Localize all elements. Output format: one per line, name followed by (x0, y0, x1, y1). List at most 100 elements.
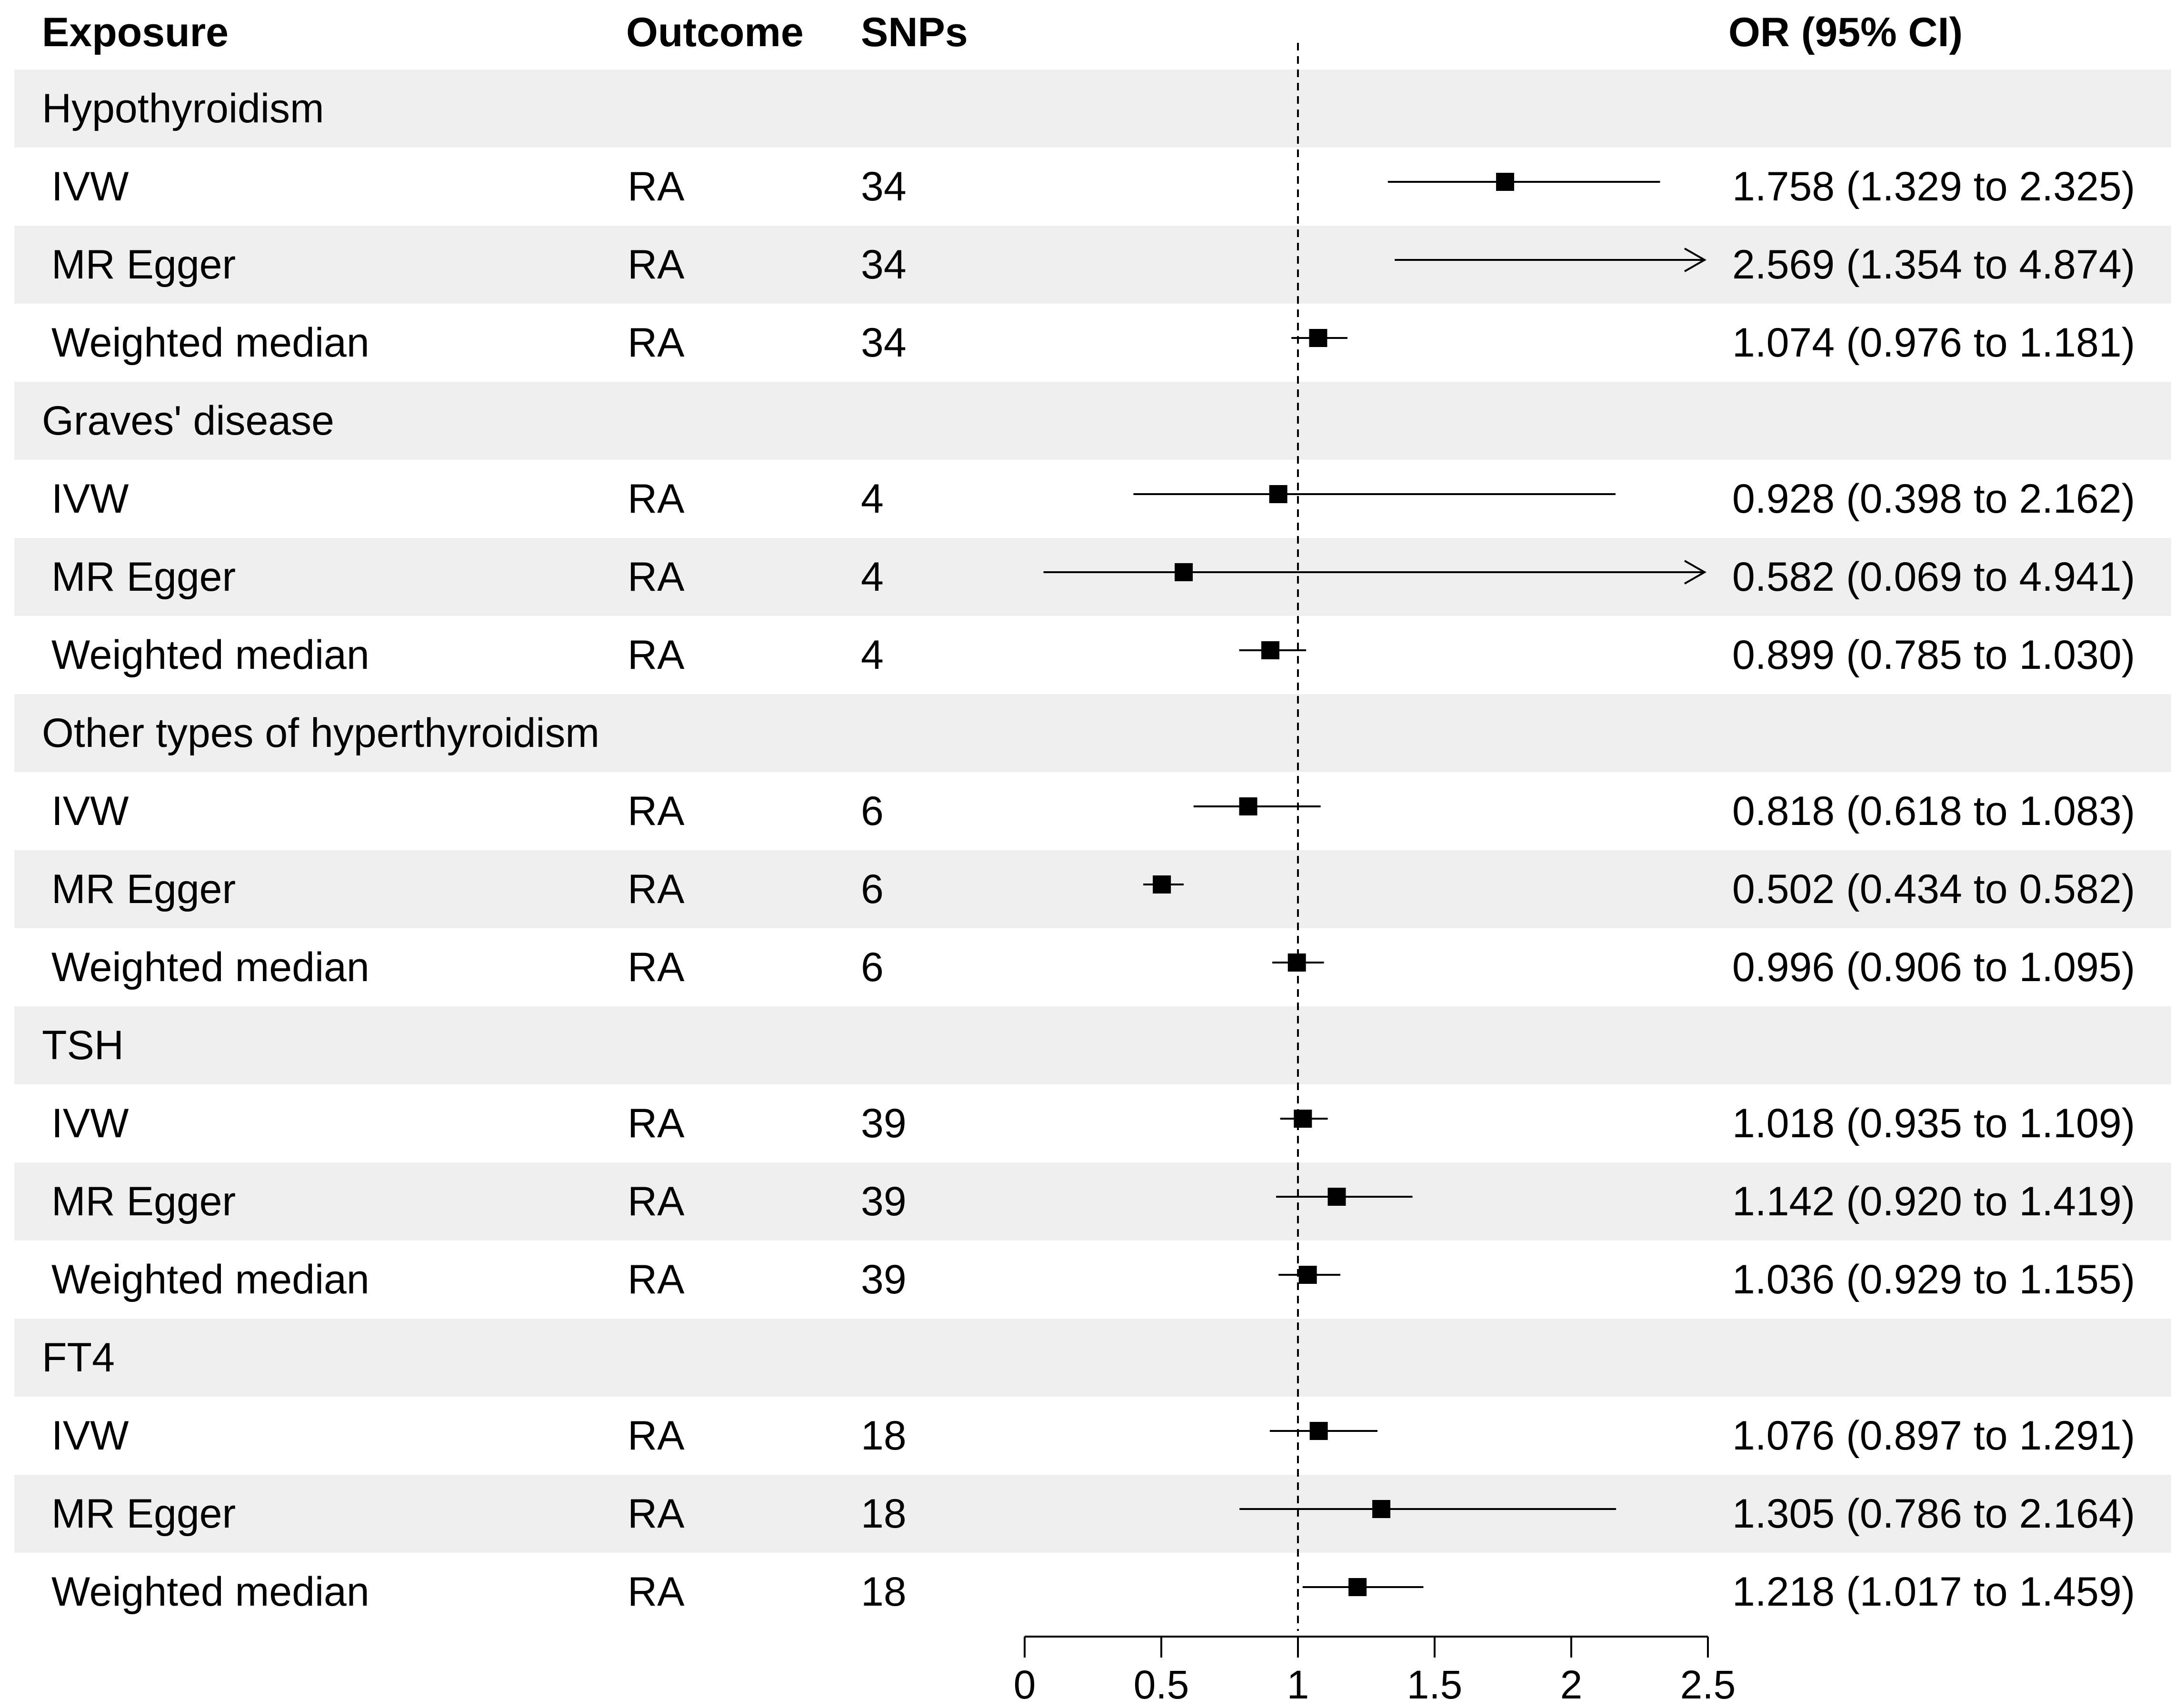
or-ci-cell: 1.074 (0.976 to 1.181) (1732, 320, 2135, 366)
table-row: MR Egger RA 34 2.569 (1.354 to 4.874) (14, 226, 2171, 304)
snps-cell: 18 (861, 1569, 907, 1615)
point-estimate-marker (1348, 1578, 1367, 1596)
exposure-group-label: FT4 (42, 1335, 115, 1380)
table-row: MR Egger RA 39 1.142 (0.920 to 1.419) (14, 1162, 2171, 1241)
exposure-group-label: TSH (42, 1023, 124, 1068)
method-label: IVW (51, 788, 129, 834)
outcome-cell: RA (628, 944, 685, 990)
ci-arrow-marker (1684, 248, 1707, 272)
point-estimate-marker (1261, 641, 1280, 659)
outcome-cell: RA (628, 554, 685, 600)
outcome-cell: RA (628, 1413, 685, 1459)
point-estimate-marker (1269, 485, 1287, 503)
method-label: MR Egger (51, 1491, 236, 1537)
table-row: IVW RA 18 1.076 (0.897 to 1.291) (14, 1397, 2171, 1475)
method-label: Weighted median (51, 1569, 369, 1615)
or-ci-cell: 1.218 (1.017 to 1.459) (1732, 1569, 2135, 1615)
table-row: Weighted median RA 6 0.996 (0.906 to 1.095) (14, 928, 2171, 1006)
outcome-cell: RA (628, 1101, 685, 1146)
or-ci-cell: 1.758 (1.329 to 2.325) (1732, 164, 2135, 209)
or-ci-cell: 0.928 (0.398 to 2.162) (1732, 476, 2135, 522)
method-label: Weighted median (51, 320, 369, 366)
method-label: MR Egger (51, 554, 236, 600)
snps-cell: 39 (861, 1179, 907, 1224)
x-tick-label: 1 (1287, 1662, 1309, 1707)
or-ci-cell: 0.502 (0.434 to 0.582) (1732, 866, 2135, 912)
outcome-cell: RA (628, 320, 685, 366)
snps-cell: 6 (861, 866, 884, 912)
point-estimate-marker (1496, 173, 1515, 191)
method-label: MR Egger (51, 866, 236, 912)
x-tick-label: 0.5 (1134, 1662, 1189, 1707)
method-label: IVW (51, 1413, 129, 1459)
method-label: IVW (51, 476, 129, 522)
table-row: Weighted median RA 4 0.899 (0.785 to 1.030) (14, 616, 2171, 694)
table-row: Weighted median RA 39 1.036 (0.929 to 1.155… (14, 1241, 2171, 1319)
point-estimate-marker (1153, 875, 1171, 894)
outcome-cell: RA (628, 1179, 685, 1224)
x-tick-label: 1.5 (1407, 1662, 1463, 1707)
point-estimate-marker (1239, 797, 1257, 815)
outcome-cell: RA (628, 476, 685, 522)
x-tick-label: 0 (1014, 1662, 1036, 1707)
table-row: Weighted median RA 34 1.074 (0.976 to 1.181… (14, 304, 2171, 382)
group-row: Other types of hyperthyroidism (14, 694, 2171, 772)
point-estimate-marker (1287, 953, 1306, 972)
point-estimate-marker (1327, 1188, 1346, 1206)
snps-cell: 6 (861, 944, 884, 990)
table-row: MR Egger RA 18 1.305 (0.786 to 2.164) (14, 1475, 2171, 1553)
snps-cell: 18 (861, 1413, 907, 1459)
method-label: IVW (51, 164, 129, 209)
snps-cell: 4 (861, 554, 884, 600)
point-estimate-marker (1175, 563, 1193, 581)
method-label: MR Egger (51, 1179, 236, 1224)
snps-cell: 4 (861, 476, 884, 522)
or-ci-cell: 0.582 (0.069 to 4.941) (1732, 554, 2135, 600)
outcome-cell: RA (628, 866, 685, 912)
point-estimate-marker (1309, 329, 1327, 347)
method-label: MR Egger (51, 242, 236, 288)
snps-cell: 18 (861, 1491, 907, 1537)
header-or-ci: OR (95% CI) (1728, 10, 1963, 55)
table-row: IVW RA 6 0.818 (0.618 to 1.083) (14, 772, 2171, 850)
or-ci-cell: 1.018 (0.935 to 1.109) (1732, 1101, 2135, 1146)
table-row: IVW RA 39 1.018 (0.935 to 1.109) (14, 1084, 2171, 1162)
ci-arrow-marker (1684, 560, 1707, 585)
point-estimate-marker (1298, 1266, 1317, 1284)
or-ci-cell: 1.142 (0.920 to 1.419) (1732, 1179, 2135, 1224)
snps-cell: 34 (861, 320, 907, 366)
or-ci-cell: 0.996 (0.906 to 1.095) (1732, 944, 2135, 990)
table-row: IVW RA 34 1.758 (1.329 to 2.325) (14, 148, 2171, 226)
group-row: Graves' disease (14, 382, 2171, 460)
group-row: TSH (14, 1006, 2171, 1084)
outcome-cell: RA (628, 788, 685, 834)
outcome-cell: RA (628, 164, 685, 209)
snps-cell: 6 (861, 788, 884, 834)
snps-cell: 34 (861, 164, 907, 209)
exposure-group-label: Graves' disease (42, 398, 334, 444)
header-outcome: Outcome (626, 10, 804, 55)
or-ci-cell: 1.036 (0.929 to 1.155) (1732, 1257, 2135, 1302)
method-label: Weighted median (51, 632, 369, 678)
snps-cell: 39 (861, 1257, 907, 1302)
point-estimate-marker (1372, 1500, 1391, 1518)
outcome-cell: RA (628, 242, 685, 288)
group-row: Hypothyroidism (14, 70, 2171, 148)
x-tick-label: 2 (1560, 1662, 1583, 1707)
outcome-cell: RA (628, 632, 685, 678)
method-label: Weighted median (51, 944, 369, 990)
point-estimate-marker (1294, 1110, 1312, 1128)
snps-cell: 39 (861, 1101, 907, 1146)
table-row: IVW RA 4 0.928 (0.398 to 2.162) (14, 460, 2171, 538)
table-row: Weighted median RA 18 1.218 (1.017 to 1.459… (14, 1553, 2171, 1631)
outcome-cell: RA (628, 1491, 685, 1537)
exposure-group-label: Hypothyroidism (42, 86, 324, 131)
exposure-group-label: Other types of hyperthyroidism (42, 710, 600, 756)
or-ci-cell: 0.818 (0.618 to 1.083) (1732, 788, 2135, 834)
or-ci-cell: 1.076 (0.897 to 1.291) (1732, 1413, 2135, 1459)
table-row: MR Egger RA 4 0.582 (0.069 to 4.941) (14, 538, 2171, 616)
x-tick-label: 2.5 (1680, 1662, 1736, 1707)
